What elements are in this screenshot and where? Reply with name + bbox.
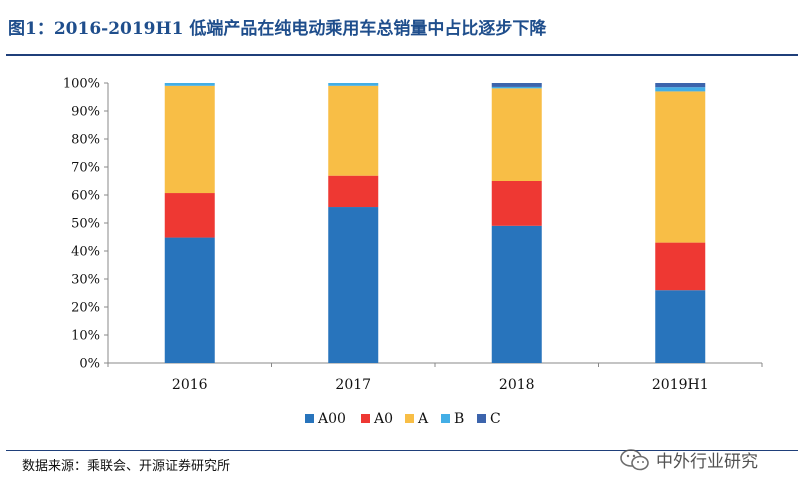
y-tick-label: 30%	[71, 273, 100, 288]
chart-title: 图1：2016-2019H1 低端产品在纯电动乘用车总销量中占比逐步下降	[8, 19, 547, 39]
source-note: 数据来源：乘联会、开源证券研究所	[22, 459, 231, 474]
y-tick-label: 50%	[71, 217, 100, 232]
y-tick-label: 10%	[71, 329, 100, 344]
y-tick-label: 60%	[71, 189, 100, 204]
legend-label-a: A	[417, 411, 429, 427]
bar-segment-b	[328, 83, 379, 86]
y-tick-label: 90%	[71, 105, 100, 120]
y-tick-label: 20%	[71, 301, 100, 316]
legend-swatch-a00	[305, 414, 314, 423]
chart-legend: A00 A0 A B C	[305, 411, 501, 427]
category-axis: 2016 2017 2018 2019H1	[107, 363, 763, 393]
bar-segment-a00	[328, 207, 379, 363]
legend-swatch-a0	[361, 414, 370, 423]
x-tick-label: 2018	[499, 377, 535, 393]
bar-segment-a	[328, 85, 379, 176]
bar-segment-a0	[491, 181, 542, 226]
legend-label-c: C	[490, 411, 501, 427]
legend-label-b: B	[454, 411, 464, 427]
watermark-text: 中外行业研究	[656, 452, 758, 472]
y-tick-label: 40%	[71, 245, 100, 260]
title-divider	[6, 54, 798, 56]
x-tick-label: 2019H1	[652, 377, 709, 393]
bar-segment-a00	[491, 225, 542, 363]
bar-segment-b	[164, 83, 215, 86]
source-divider	[6, 450, 798, 451]
chart-axes: 0% 10% 20% 30% 40% 50% 60% 70% 80% 90% 100%	[63, 77, 762, 372]
x-tick-label: 2016	[172, 377, 208, 393]
bar-segment-c	[491, 83, 542, 87]
wechat-watermark: 中外行业研究	[620, 447, 758, 472]
bar-segment-a	[164, 85, 215, 194]
stacked-bar-chart: 0%10%20%30%40%50%60%70%80%90%100% 2016 20…	[63, 77, 763, 427]
bar-segment-a00	[164, 237, 215, 363]
bar-segment-a0	[655, 242, 706, 291]
x-tick-label: 2017	[335, 377, 371, 393]
bar-segment-c	[655, 83, 706, 88]
y-tick-label: 100%	[63, 77, 100, 92]
bar-segment-a0	[328, 175, 379, 208]
wechat-icon	[620, 448, 649, 470]
bar-segment-b	[655, 87, 706, 92]
legend-label-a0: A0	[373, 411, 393, 427]
bar-segment-a	[655, 91, 706, 243]
legend-label-a00: A00	[317, 411, 346, 427]
bar-segment-a	[491, 88, 542, 181]
bar-segment-a00	[655, 290, 706, 363]
legend-swatch-c	[477, 414, 486, 423]
y-tick-label: 0%	[79, 357, 100, 372]
legend-swatch-a	[405, 414, 414, 423]
y-tick-label: 70%	[71, 161, 100, 176]
y-tick-label: 80%	[71, 133, 100, 148]
bar-segment-b	[491, 86, 542, 89]
bar-segment-a0	[164, 193, 215, 238]
legend-swatch-b	[441, 414, 450, 423]
chart-bars	[164, 83, 706, 363]
